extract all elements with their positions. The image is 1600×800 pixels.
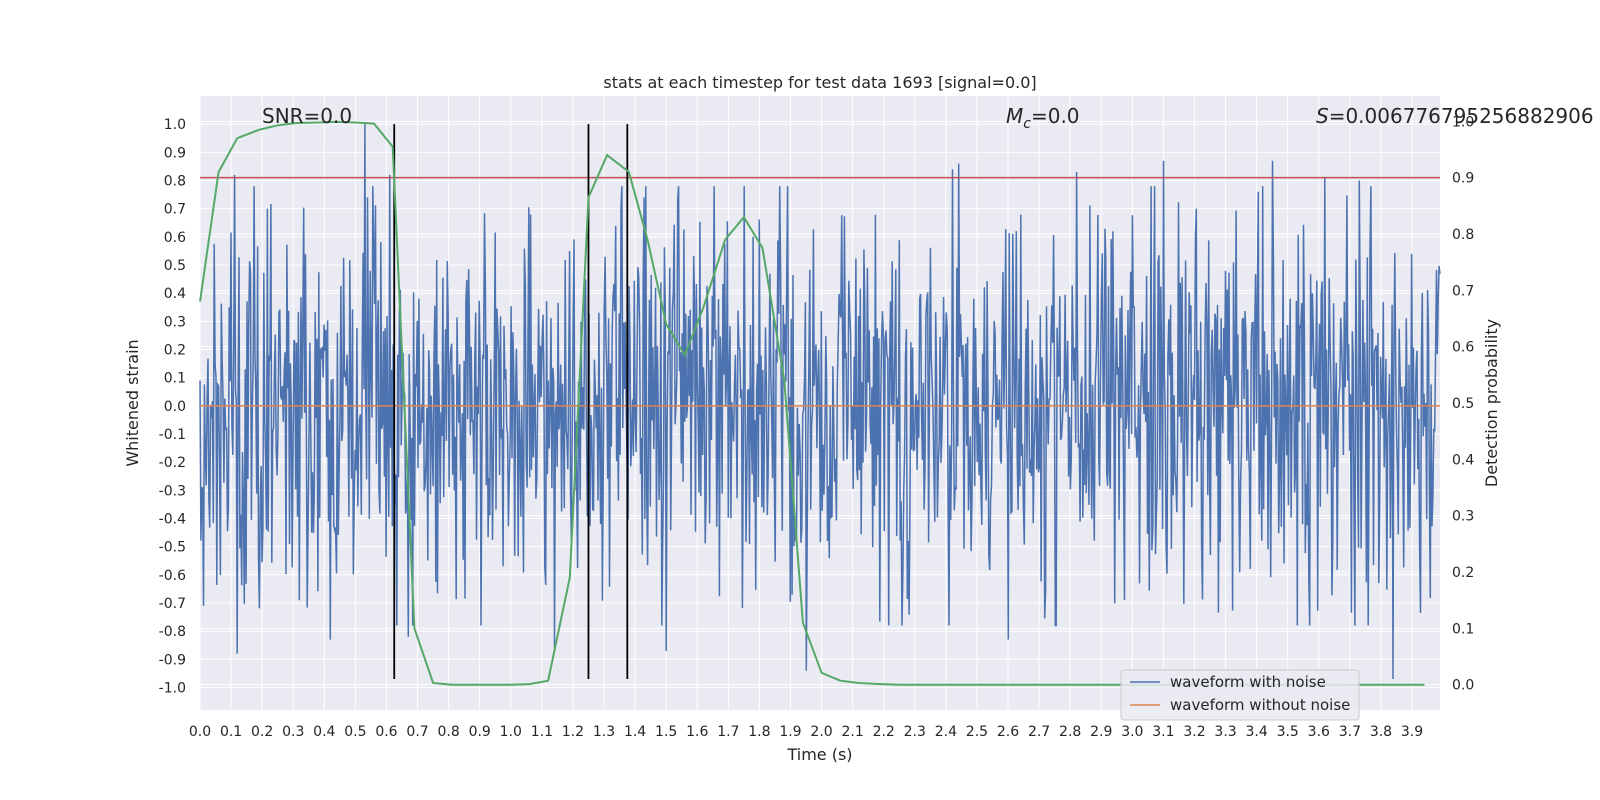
y2-ticks: 1.0 0.9 0.8 0.7 0.6 0.5 0.4 0.3 0.2 0.1 0.0 xyxy=(1452,114,1474,693)
y2-tick-label: 1.0 xyxy=(1452,114,1474,130)
mc-subscript: c xyxy=(1023,116,1031,132)
noise-layer xyxy=(199,124,1441,680)
y-tick-label: -0.5 xyxy=(159,540,186,556)
x-tick-label: 1.2 xyxy=(562,724,584,740)
x-tick-label: 0.6 xyxy=(375,724,397,740)
x-tick-label: 1.4 xyxy=(624,724,646,740)
y-tick-label: 0.3 xyxy=(164,314,186,330)
x-tick-label: 3.0 xyxy=(1121,724,1143,740)
x-tick-label: 0.7 xyxy=(406,724,428,740)
y-tick-label: 0.0 xyxy=(164,399,186,415)
x-tick-label: 3.2 xyxy=(1183,724,1205,740)
x-tick-label: 1.6 xyxy=(686,724,708,740)
y2-tick-label: 0.7 xyxy=(1452,283,1474,299)
x-tick-label: 2.2 xyxy=(873,724,895,740)
x-tick-label: 1.9 xyxy=(779,724,801,740)
y-tick-label: -0.9 xyxy=(159,652,186,668)
legend: waveform with noise waveform without noi… xyxy=(1120,669,1360,721)
y-tick-label: 0.4 xyxy=(164,286,186,302)
x-tick-label: 0.9 xyxy=(469,724,491,740)
x-tick-label: 0.0 xyxy=(189,724,211,740)
mc-symbol: M xyxy=(1006,104,1023,128)
y2-tick-label: 0.3 xyxy=(1452,509,1474,525)
y2-tick-label: 0.1 xyxy=(1452,621,1474,637)
x-tick-label: 0.3 xyxy=(282,724,304,740)
x-tick-label: 3.3 xyxy=(1214,724,1236,740)
y2-tick-label: 0.9 xyxy=(1452,171,1474,187)
y-tick-label: -0.1 xyxy=(159,427,186,443)
y-tick-label: -0.3 xyxy=(159,483,186,499)
x-tick-label: 3.8 xyxy=(1370,724,1392,740)
x-tick-label: 0.5 xyxy=(344,724,366,740)
x-tick-label: 0.8 xyxy=(437,724,459,740)
y-ticks: 1.0 0.9 0.8 0.7 0.6 0.5 0.4 0.3 0.2 0.1 0.0 -0.1 -0.… xyxy=(159,117,186,696)
x-tick-label: 1.0 xyxy=(500,724,522,740)
x-tick-label: 2.5 xyxy=(966,724,988,740)
y2-tick-label: 0.5 xyxy=(1452,396,1474,412)
chart-title: stats at each timestep for test data 169… xyxy=(603,73,1036,92)
mc-value: =0.0 xyxy=(1031,104,1080,128)
y-tick-label: -0.4 xyxy=(159,511,186,527)
y-tick-label: 0.2 xyxy=(164,342,186,358)
legend-frame xyxy=(1120,669,1360,721)
legend-label-waveform-without-noise: waveform without noise xyxy=(1170,696,1350,714)
y2-tick-label: 0.2 xyxy=(1452,565,1474,581)
x-tick-label: 2.1 xyxy=(841,724,863,740)
x-axis-label: Time (s) xyxy=(786,745,852,764)
x-tick-label: 1.5 xyxy=(655,724,677,740)
y-tick-label: 0.8 xyxy=(164,173,186,189)
x-tick-label: 0.4 xyxy=(313,724,335,740)
x-tick-label: 0.2 xyxy=(251,724,273,740)
x-tick-label: 3.9 xyxy=(1401,724,1423,740)
s-symbol: S xyxy=(1316,104,1329,128)
x-tick-label: 2.0 xyxy=(810,724,832,740)
x-tick-label: 3.6 xyxy=(1308,724,1330,740)
x-tick-label: 2.6 xyxy=(997,724,1019,740)
y-tick-label: 0.9 xyxy=(164,145,186,161)
y-tick-label: 1.0 xyxy=(164,117,186,133)
y-tick-label: -0.2 xyxy=(159,455,186,471)
s-annotation: S=0.006776795256882906 xyxy=(1316,104,1594,128)
y-tick-label: -0.6 xyxy=(159,568,186,584)
y-axis-label: Whitened strain xyxy=(123,339,142,466)
s-value: =0.006776795256882906 xyxy=(1329,104,1594,128)
y-tick-label: -0.8 xyxy=(159,624,186,640)
x-tick-label: 3.1 xyxy=(1152,724,1174,740)
x-tick-label: 2.9 xyxy=(1090,724,1112,740)
y-tick-label: 0.1 xyxy=(164,371,186,387)
x-tick-label: 1.1 xyxy=(531,724,553,740)
x-tick-label: 3.7 xyxy=(1339,724,1361,740)
y-tick-label: -0.7 xyxy=(159,596,186,612)
snr-annotation: SNR=0.0 xyxy=(262,104,352,128)
x-tick-label: 2.4 xyxy=(935,724,957,740)
y-tick-label: 0.7 xyxy=(164,202,186,218)
x-tick-label: 0.1 xyxy=(220,724,242,740)
y-tick-label: 0.6 xyxy=(164,230,186,246)
y2-tick-label: 0.0 xyxy=(1452,678,1474,694)
y2-tick-label: 0.8 xyxy=(1452,227,1474,243)
x-ticks: 0.0 0.1 0.2 0.3 0.4 0.5 0.6 0.7 0.8 0.9 1.0 1.1 1.2 1… xyxy=(189,724,1423,740)
x-tick-label: 1.3 xyxy=(593,724,615,740)
x-tick-label: 2.3 xyxy=(904,724,926,740)
y2-tick-label: 0.4 xyxy=(1452,452,1474,468)
y2-tick-label: 0.6 xyxy=(1452,340,1474,356)
y2-axis-label: Detection probability xyxy=(1482,319,1501,487)
x-tick-label: 1.7 xyxy=(717,724,739,740)
x-tick-label: 1.8 xyxy=(748,724,770,740)
x-tick-label: 2.7 xyxy=(1028,724,1050,740)
y-tick-label: 0.5 xyxy=(164,258,186,274)
y-tick-label: -1.0 xyxy=(159,680,186,696)
mc-annotation: Mc=0.0 xyxy=(1006,104,1080,132)
legend-label-waveform-with-noise: waveform with noise xyxy=(1170,673,1326,691)
x-tick-label: 3.4 xyxy=(1246,724,1268,740)
x-tick-label: 2.8 xyxy=(1059,724,1081,740)
series-waveform-with-noise xyxy=(199,124,1441,680)
x-tick-label: 3.5 xyxy=(1277,724,1299,740)
